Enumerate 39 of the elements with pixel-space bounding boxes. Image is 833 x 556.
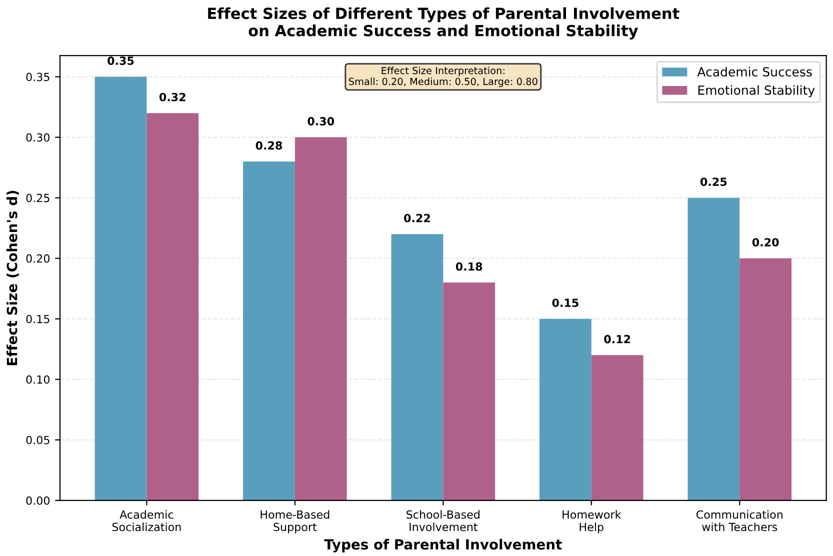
data-label: 0.28 — [256, 141, 282, 150]
bar — [591, 355, 644, 500]
legend-label: Emotional Stability — [698, 85, 815, 98]
data-label: 0.18 — [456, 262, 482, 271]
data-label: 0.30 — [308, 117, 334, 126]
y-tick-label: 0.25 — [26, 194, 50, 202]
data-label: 0.20 — [752, 238, 779, 246]
bar — [688, 198, 740, 500]
x-tick-label: Academic Socialization — [112, 510, 181, 532]
data-label: 0.32 — [159, 92, 186, 102]
bar — [391, 234, 444, 500]
x-tick-label: School-Based Involvement — [406, 510, 480, 532]
y-axis-title: Effect Size (Cohen's d) — [6, 190, 19, 366]
data-label: 0.12 — [604, 334, 630, 344]
data-label: 0.15 — [552, 298, 578, 308]
bar — [740, 258, 792, 500]
data-label: 0.22 — [404, 214, 430, 222]
bar — [243, 162, 295, 500]
chart-title: Effect Sizes of Different Types of Parental Involvement on Academic Success and Emotional Stability — [208, 7, 680, 40]
y-tick-label: 0.05 — [26, 436, 50, 444]
data-label: 0.25 — [700, 178, 727, 186]
bar — [294, 137, 347, 500]
x-tick-label: Home-Based Support — [260, 510, 330, 534]
y-tick-label: 0.30 — [26, 133, 50, 142]
y-tick-label: 0.35 — [26, 72, 50, 82]
bar — [540, 318, 592, 500]
y-tick-label: 0.15 — [26, 314, 50, 324]
x-axis-title: Types of Parental Involvement — [324, 538, 562, 552]
bar — [94, 76, 147, 500]
annotation: Effect Size Interpretation: Small: 0.20, Medium: 0.50, Large: 0.80 — [348, 66, 538, 88]
y-tick-label: 0.10 — [26, 375, 50, 384]
bar — [443, 282, 496, 500]
y-tick-label: 0.20 — [26, 254, 50, 263]
legend-label: Academic Success — [697, 66, 812, 77]
bar — [146, 113, 199, 500]
x-tick-label: Homework Help — [562, 510, 622, 534]
data-label: 0.35 — [108, 56, 134, 65]
x-tick-label: Communication with Teachers — [696, 510, 782, 532]
y-tick-label: 0.00 — [26, 496, 50, 505]
